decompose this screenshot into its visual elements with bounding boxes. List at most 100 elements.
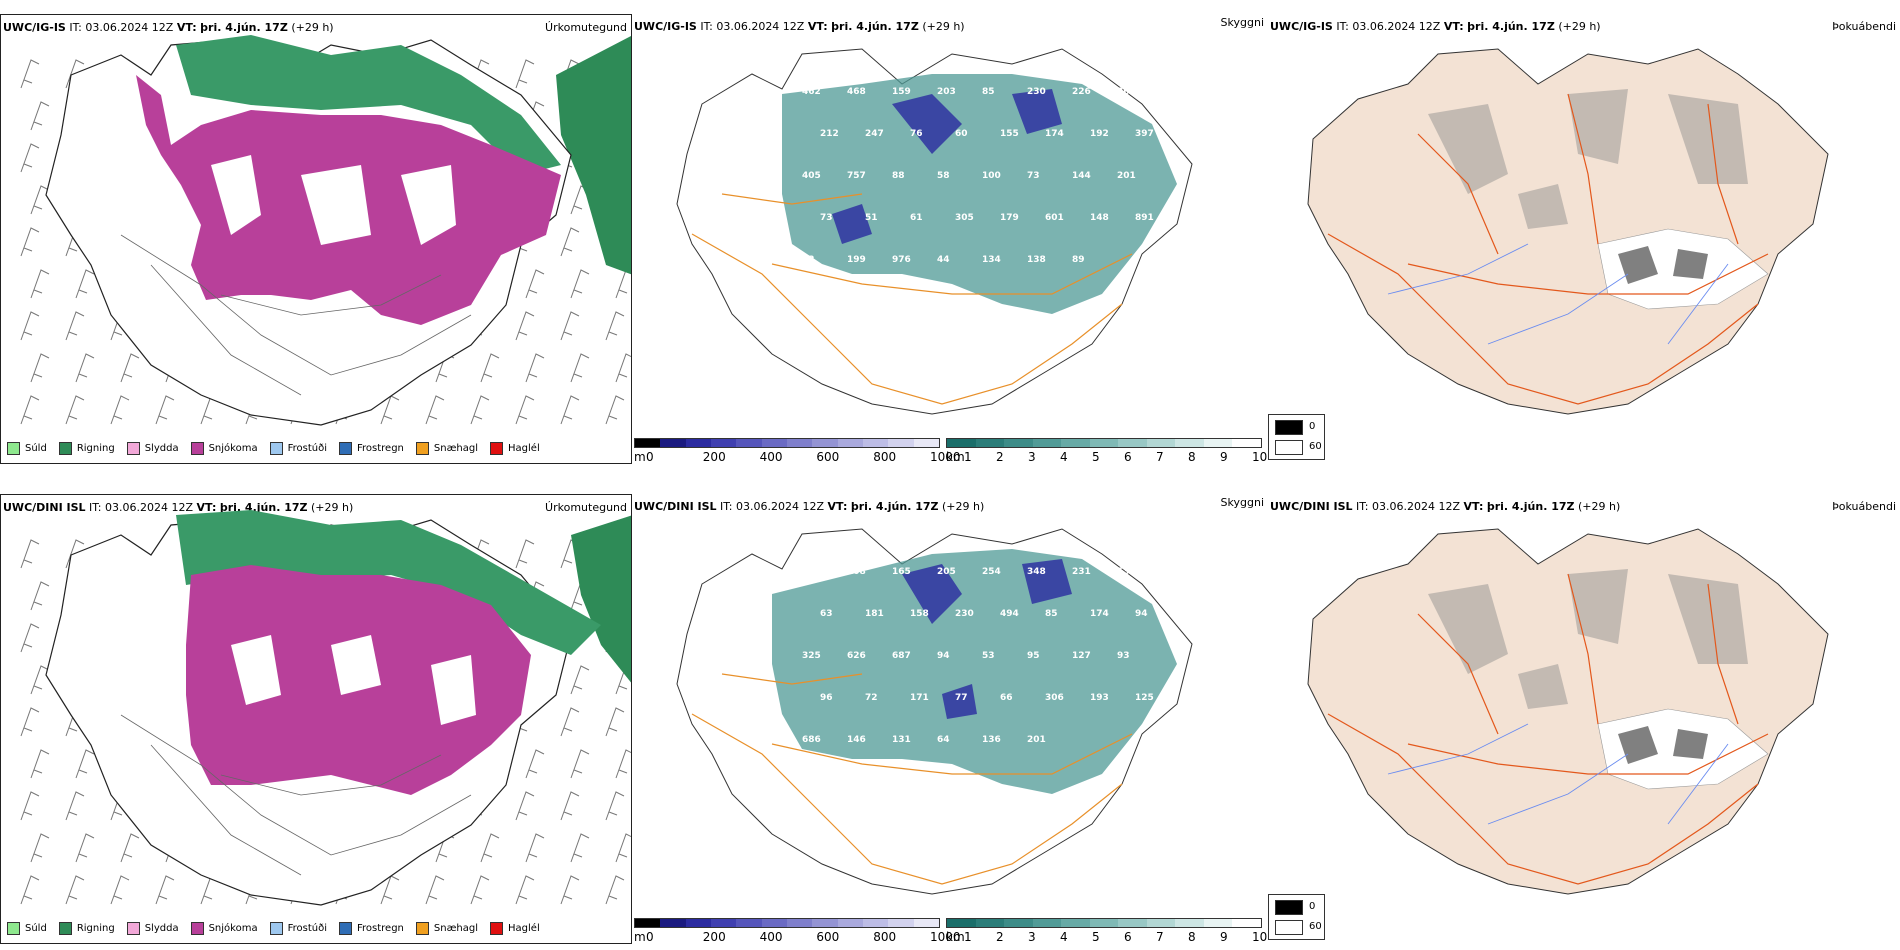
cloud-key: 0 60 [1268, 414, 1325, 460]
roads-red [1327, 93, 1769, 405]
colorbar-step [1004, 439, 1033, 447]
wind-barb [525, 833, 545, 863]
scale-tick-label: 800 [873, 450, 897, 464]
legend-item: Slydda [126, 442, 179, 455]
height-colorbar [634, 918, 940, 928]
wind-barb [560, 707, 580, 737]
map-value-label: 89 [1072, 255, 1085, 265]
wind-barb [20, 539, 40, 569]
visibility-map: 462 468 159 203 85 230 226 262 212 247 76 60 155 174 1… [676, 48, 1193, 415]
colorbar-step [786, 439, 813, 447]
map-value-label: 73 [820, 213, 833, 223]
low-cloud-blue [832, 89, 1062, 244]
map-value-label: 891 [1135, 213, 1154, 223]
wind-barb [30, 833, 50, 863]
wind-barb [30, 353, 50, 383]
legend-item: Frostúði [269, 922, 327, 935]
wind-barb [65, 395, 85, 425]
map-value-label: 93 [1117, 651, 1130, 661]
precip-type-map [20, 510, 631, 906]
map-value-label: 63 [820, 609, 833, 619]
wind-barb [515, 791, 535, 821]
colorbar-step [913, 439, 939, 447]
scale-tick-label: 10 [1252, 450, 1268, 464]
wind-barb [560, 227, 580, 257]
wind-barb [120, 833, 140, 863]
legend-label: Frostregn [357, 923, 404, 934]
map-value-label: 532 [1117, 567, 1136, 577]
map-value-label: 494 [1000, 609, 1019, 619]
fog-dark-core [1618, 726, 1708, 764]
scale-tick-label: 400 [759, 450, 783, 464]
wind-barb [20, 623, 40, 653]
map-value-label: 148 [1090, 213, 1109, 223]
map-value-label: 155 [1000, 129, 1019, 139]
wind-barb [20, 227, 40, 257]
wind-barb [560, 875, 580, 905]
visibility-map: 210 108 165 205 254 348 231 532 63 181 158 230 494 85… [676, 528, 1193, 895]
snow-gap-1 [211, 155, 261, 235]
fog-shading-light [1428, 569, 1748, 709]
map-value-label: 468 [847, 87, 866, 97]
roads-red [1327, 573, 1769, 885]
colorbar-step [837, 919, 863, 927]
scale-tick-label: 1 [964, 930, 972, 944]
height-scale: m 0 200 400 600 800 1000 [634, 918, 961, 944]
colorbar-step [1089, 439, 1119, 447]
wind-barb [20, 707, 40, 737]
wind-barb [20, 143, 40, 173]
scale-tick-label: 10 [1252, 930, 1268, 944]
legend-label: Snjókoma [208, 923, 258, 934]
height-unit: m [634, 450, 646, 464]
legend-swatch [58, 442, 72, 455]
legend-label: Haglél [508, 923, 540, 934]
map-value-label: 181 [865, 609, 884, 619]
wind-barb [515, 59, 535, 89]
map-value-label: 174 [1045, 129, 1064, 139]
map-value-label: 73 [1027, 171, 1040, 181]
wind-barb [570, 269, 590, 299]
map-value-label: 136 [982, 735, 1001, 745]
visibility-colorbar [946, 918, 1262, 928]
fog-shading-light [1428, 89, 1748, 229]
map-value-label: 212 [820, 129, 839, 139]
colorbar-step [660, 919, 686, 927]
map-value-label: 687 [892, 651, 911, 661]
scale-tick-label: 1000 [930, 450, 961, 464]
visibility-panel-bottom: UWC/DINI ISL IT: 03.06.2024 12Z VT: þri.… [632, 494, 1268, 944]
wind-barb [470, 395, 490, 425]
wind-barb [30, 581, 50, 611]
iceland-land [1307, 48, 1829, 415]
scale-tick-label: 200 [702, 450, 726, 464]
legend-label: Súld [25, 443, 47, 454]
wind-barb [65, 311, 85, 341]
value-labels: 210 108 165 205 254 348 231 532 63 181 158 230 494 85… [802, 567, 1154, 745]
colorbar-step [1004, 919, 1033, 927]
road-network [120, 234, 472, 396]
colorbar-step [1146, 439, 1176, 447]
colorbar-step [786, 919, 813, 927]
map-value-label: 134 [982, 255, 1001, 265]
map-value-label: 226 [1072, 87, 1091, 97]
colorbar-step [1032, 439, 1062, 447]
wind-barb [570, 833, 590, 863]
legend-swatch [190, 922, 204, 935]
legend-label: Snæhagl [433, 923, 479, 934]
wind-barb [75, 269, 95, 299]
colorbar-step [975, 919, 1005, 927]
map-value-label: 95 [1027, 651, 1040, 661]
colorbar-step [947, 919, 976, 927]
legend-label: Súld [25, 923, 47, 934]
map-value-label: 231 [1072, 567, 1091, 577]
precip-type-panel-top: UWC/IG-IS IT: 03.06.2024 12Z VT: þri. 4.… [0, 14, 632, 464]
colorbar-step [1061, 439, 1090, 447]
rain-area [176, 510, 601, 655]
wind-barb [515, 539, 535, 569]
legend-item: Rigning [58, 442, 115, 455]
legend-label: Slydda [144, 923, 179, 934]
visibility-unit: km [946, 450, 965, 464]
legend-item: Snjókoma [190, 922, 258, 935]
fog-panel-top: 0 60 UWC/IG-IS IT: 03.06.2024 12Z VT: þr… [1268, 14, 1900, 464]
map-value-label: 66 [1000, 693, 1013, 703]
cloud-key: 0 60 [1268, 894, 1325, 940]
